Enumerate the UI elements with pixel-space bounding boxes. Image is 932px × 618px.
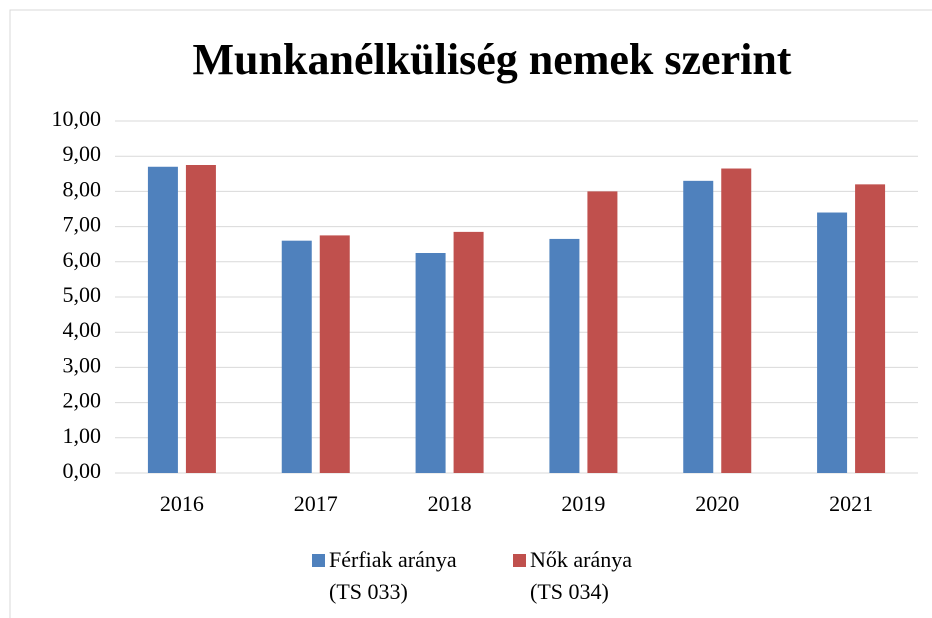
y-tick-label: 6,00 bbox=[63, 247, 102, 272]
y-tick-label: 9,00 bbox=[63, 141, 102, 166]
legend-item: Férfiak aránya (TS 033) bbox=[312, 544, 462, 608]
bar bbox=[549, 238, 580, 473]
y-tick-label: 5,00 bbox=[63, 282, 102, 307]
x-tick-label: 2017 bbox=[294, 491, 338, 516]
y-tick-label: 3,00 bbox=[63, 352, 102, 377]
legend-label: Nők aránya (TS 034) bbox=[530, 547, 633, 604]
chart-frame bbox=[9, 9, 932, 618]
x-tick-label: 2020 bbox=[695, 491, 739, 516]
x-tick-label: 2016 bbox=[160, 491, 204, 516]
bar bbox=[683, 180, 714, 473]
bar bbox=[415, 253, 446, 473]
x-tick-label: 2021 bbox=[829, 491, 873, 516]
legend-swatch bbox=[312, 554, 325, 567]
bar bbox=[147, 166, 178, 473]
x-tick-label: 2019 bbox=[561, 491, 605, 516]
legend-swatch bbox=[513, 554, 526, 567]
chart-title: Munkanélküliség nemek szerint bbox=[193, 35, 792, 84]
y-tick-label: 8,00 bbox=[63, 176, 102, 201]
y-tick-label: 4,00 bbox=[63, 317, 102, 342]
bar bbox=[453, 231, 484, 473]
legend-item: Nők aránya (TS 034) bbox=[513, 544, 663, 608]
bar bbox=[587, 191, 618, 473]
y-tick-label: 2,00 bbox=[63, 388, 102, 413]
bar bbox=[281, 240, 312, 473]
bar bbox=[817, 212, 848, 473]
bar bbox=[185, 165, 216, 473]
bar bbox=[855, 184, 886, 474]
y-tick-label: 10,00 bbox=[52, 106, 102, 131]
x-tick-label: 2018 bbox=[428, 491, 472, 516]
legend-label: Férfiak aránya (TS 033) bbox=[329, 547, 457, 604]
bar bbox=[721, 168, 752, 473]
y-tick-label: 7,00 bbox=[63, 212, 102, 237]
y-tick-label: 0,00 bbox=[63, 458, 102, 483]
bar bbox=[319, 235, 350, 473]
y-tick-label: 1,00 bbox=[63, 423, 102, 448]
